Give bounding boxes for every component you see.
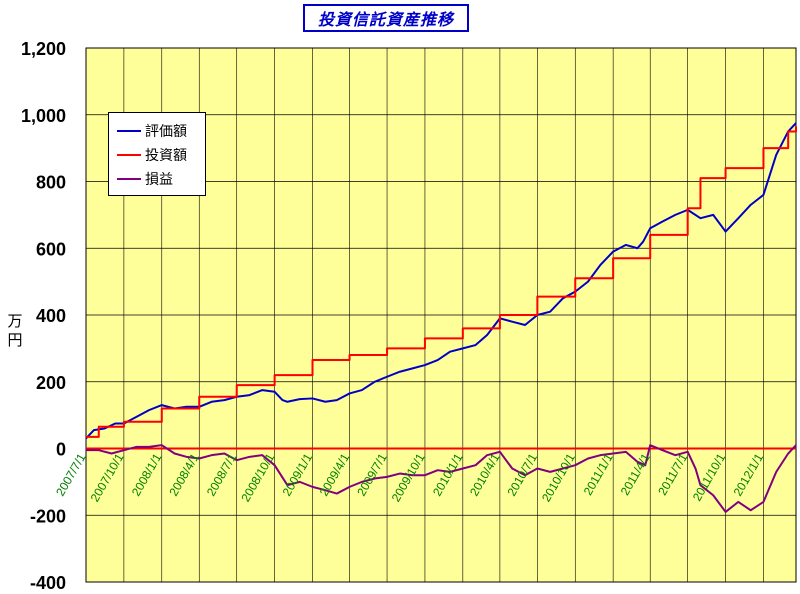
legend-label-investment: 投資額 xyxy=(145,148,187,164)
legend-item-profit-loss: 損益 xyxy=(117,167,205,191)
y-tick-label: 0 xyxy=(56,440,66,460)
series-line-profit-loss xyxy=(86,444,797,513)
y-tick-label: 1,000 xyxy=(21,106,66,126)
legend-label-profit-loss: 損益 xyxy=(145,172,173,188)
chart-title: 投資信託資産推移 xyxy=(317,10,454,29)
chart-title-box: 投資信託資産推移 xyxy=(303,4,469,32)
y-tick-labels: 1,200 1,000 800 600 400 200 0 -200 -400 xyxy=(21,39,66,593)
legend: 評価額 投資額 損益 xyxy=(108,112,206,196)
y-tick-label: 400 xyxy=(36,306,66,326)
series-lines xyxy=(85,122,797,513)
y-axis-label: 万円 xyxy=(7,312,23,349)
series-line-investment xyxy=(86,126,797,438)
y-tick-label: 1,200 xyxy=(21,39,66,59)
y-tick-label: 200 xyxy=(36,373,66,393)
legend-swatch-profit-loss xyxy=(117,178,141,180)
legend-label-valuation: 評価額 xyxy=(145,124,187,140)
legend-swatch-valuation xyxy=(117,130,141,132)
legend-item-investment: 投資額 xyxy=(117,143,205,167)
y-tick-label: -200 xyxy=(30,506,66,526)
y-tick-label: 800 xyxy=(36,173,66,193)
y-tick-label: 600 xyxy=(36,239,66,259)
y-tick-label: -400 xyxy=(30,573,66,593)
legend-item-valuation: 評価額 xyxy=(117,119,205,143)
legend-swatch-investment xyxy=(117,154,141,156)
